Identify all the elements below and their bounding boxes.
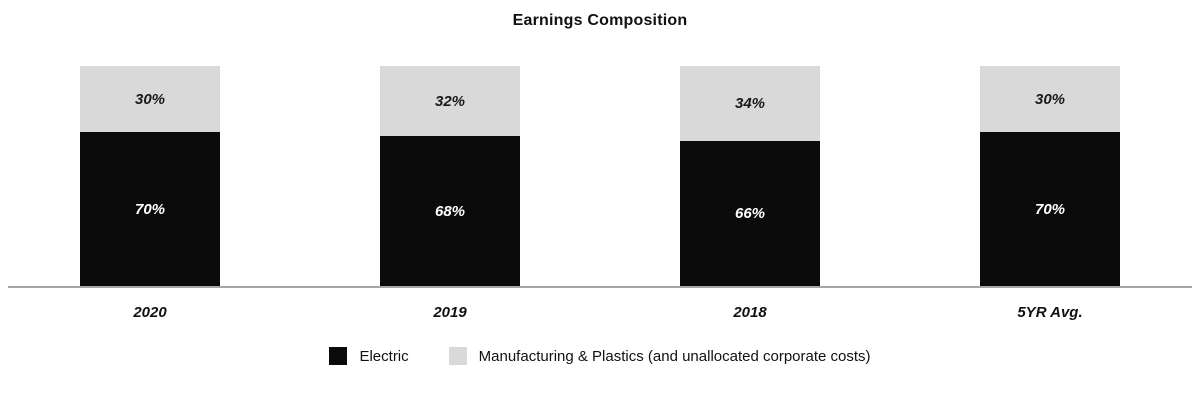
chart-title: Earnings Composition [512,12,688,29]
bar-segment: 34% [680,66,820,141]
legend: Electric Manufacturing & Plastics (and un… [0,347,1200,365]
x-axis-label: 2020 [133,304,167,321]
bar-value-label: 66% [734,204,766,222]
bar-segment: 30% [980,66,1120,132]
x-axis-label: 2019 [433,304,467,321]
bar-value-label: 30% [134,90,166,108]
stacked-bar: 34% 66% [680,66,820,286]
legend-item: Electric [329,347,409,365]
bar-segment: 32% [380,66,520,137]
bar-column: 30% 70% [0,66,300,286]
bar-value-label: 68% [434,202,466,220]
bar-segment: 66% [680,140,820,286]
bar-column: 32% 68% [300,66,600,286]
bar-segment: 68% [380,136,520,286]
bar-value-label: 70% [134,200,166,218]
x-axis-label: 5YR Avg. [1017,304,1083,321]
bar-segment: 70% [980,132,1120,286]
x-axis-label: 2018 [733,304,767,321]
bar-column: 34% 66% [600,66,900,286]
stacked-bar: 30% 70% [980,66,1120,286]
x-axis-labels: 2020 2019 2018 5YR Avg. [0,304,1200,321]
legend-swatch [329,347,348,365]
bar-value-label: 30% [1034,90,1066,108]
x-axis-line [8,286,1192,288]
plot-area: 30% 70% 32% 68% 34% 66% 30% 70% [0,66,1200,286]
legend-swatch [448,347,467,365]
bar-value-label: 34% [734,94,766,112]
legend-item: Manufacturing & Plastics (and unallocate… [448,347,871,365]
legend-label: Manufacturing & Plastics (and unallocate… [478,347,871,365]
bar-value-label: 70% [1034,200,1066,218]
stacked-bar: 30% 70% [80,66,220,286]
bar-column: 30% 70% [900,66,1200,286]
legend-label: Electric [359,347,409,365]
bar-segment: 30% [80,66,220,132]
bar-segment: 70% [80,132,220,286]
bar-value-label: 32% [434,92,466,110]
stacked-bar: 32% 68% [380,66,520,286]
